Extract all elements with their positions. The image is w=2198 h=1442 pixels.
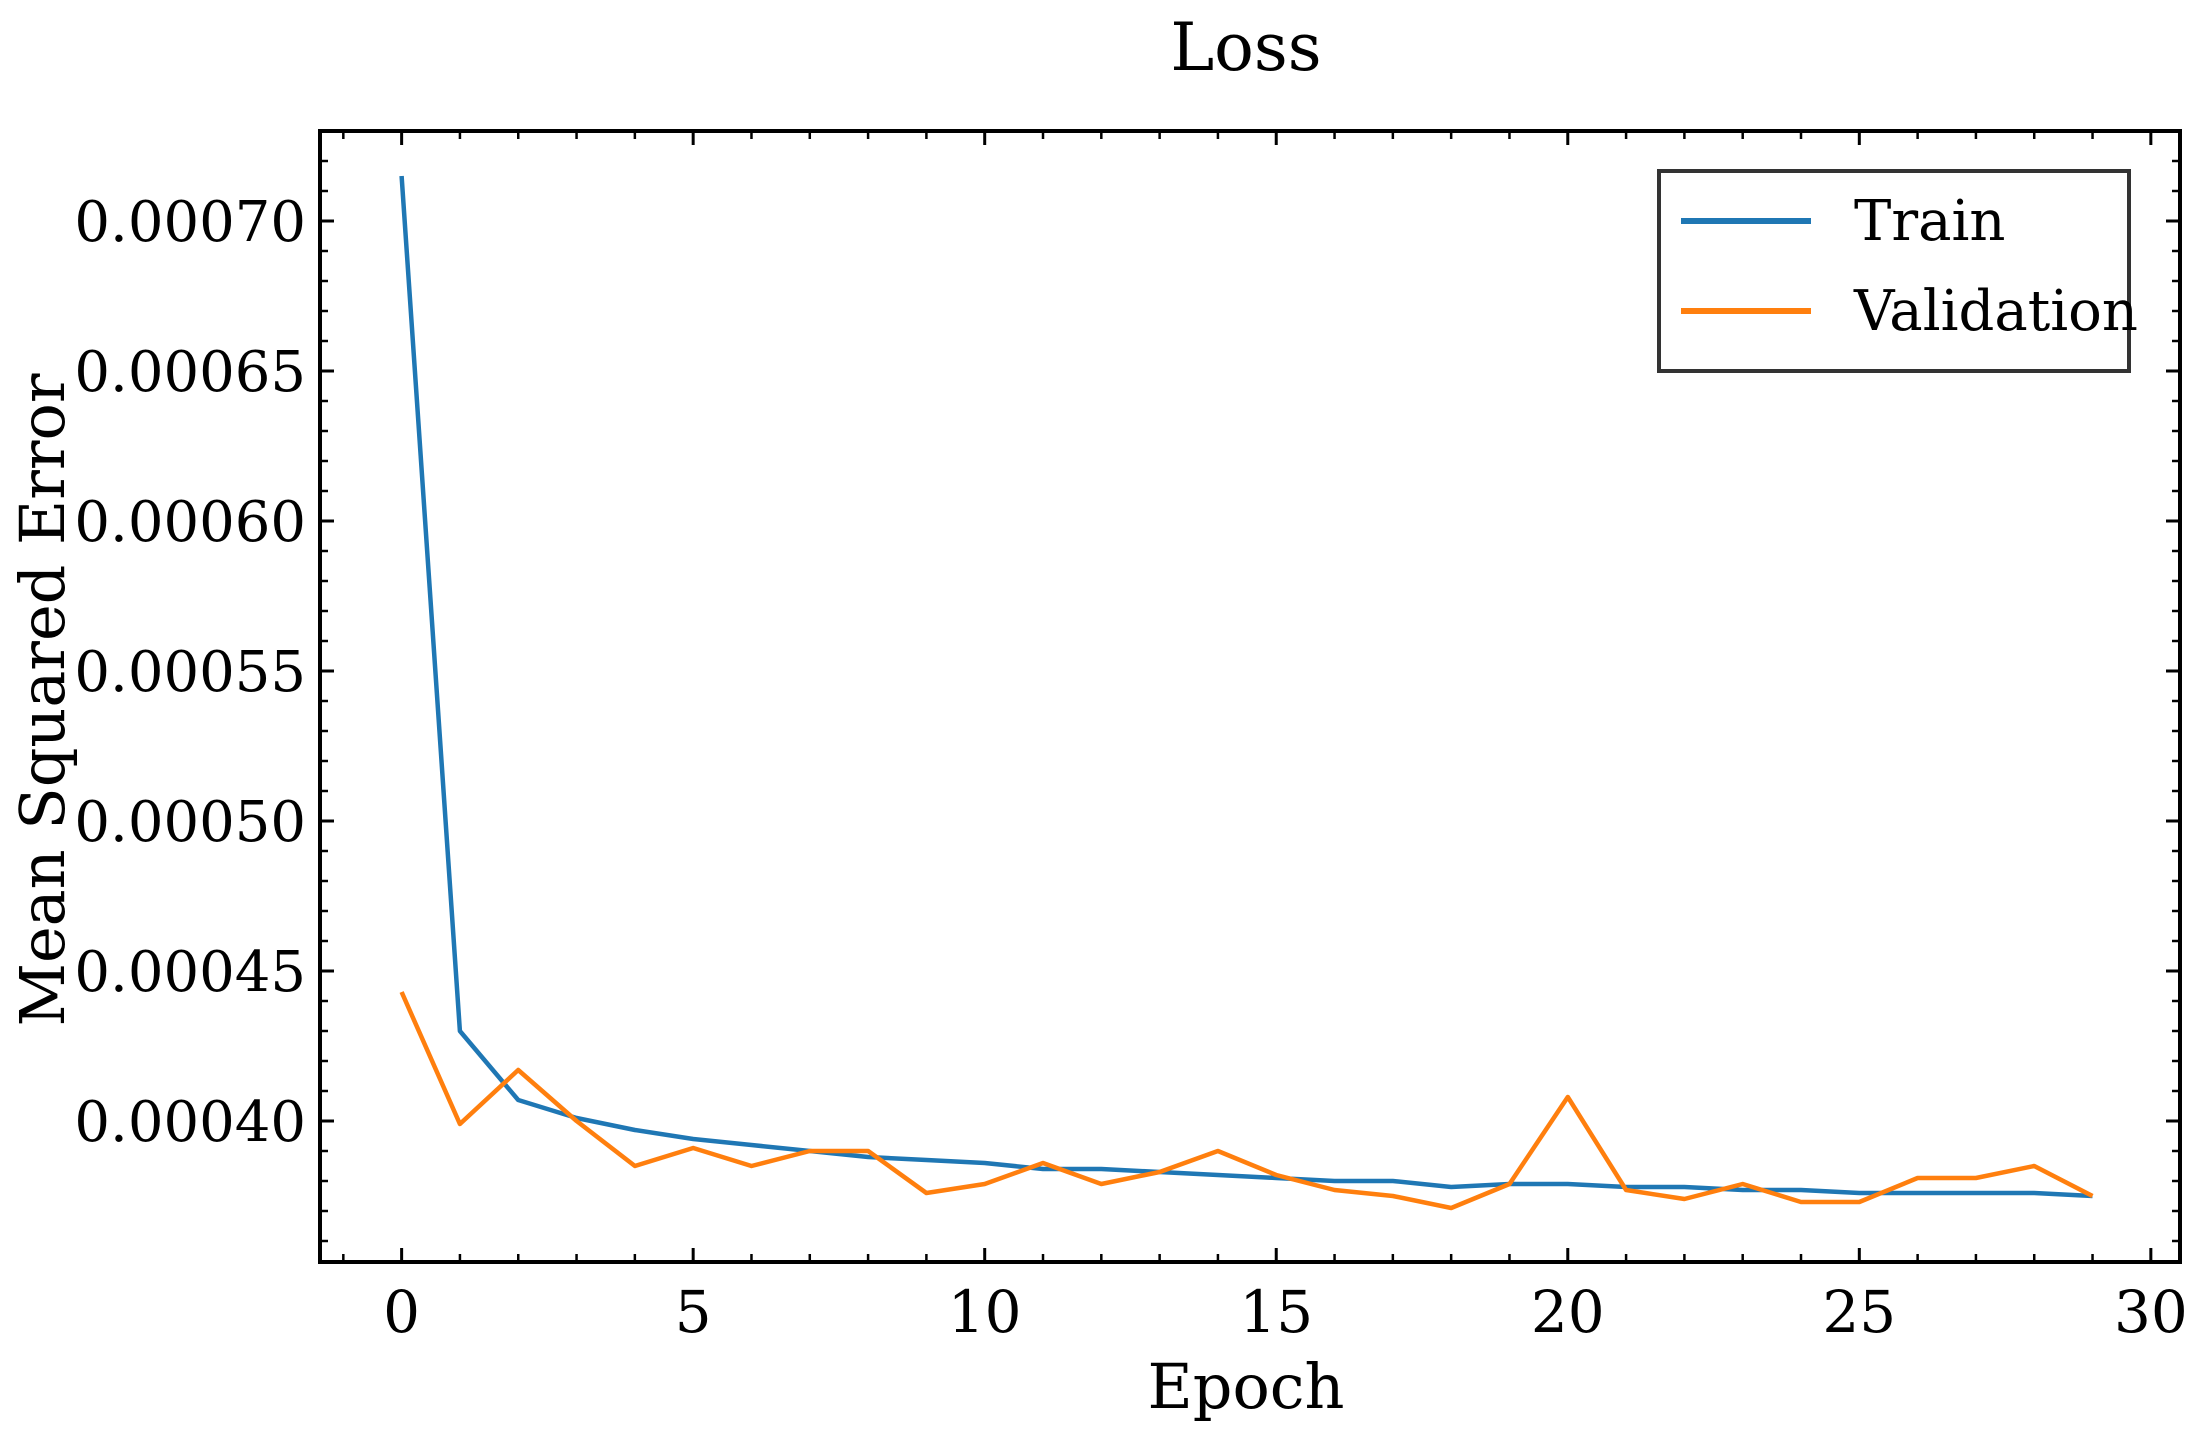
y-tick-label: 0.00060 bbox=[74, 490, 306, 555]
y-tick-label: 0.00055 bbox=[74, 640, 306, 705]
legend: Train Validation bbox=[1657, 169, 2138, 373]
plot-frame bbox=[318, 129, 2182, 1264]
x-tick-label: 5 bbox=[675, 1278, 712, 1346]
x-tick-label: 15 bbox=[1239, 1278, 1313, 1346]
y-tick-label: 0.00065 bbox=[74, 340, 306, 405]
series-layer bbox=[399, 175, 2094, 1211]
y-tick-label: 0.00070 bbox=[74, 190, 306, 255]
y-axis-label: Mean Squared Error bbox=[6, 373, 79, 1026]
legend-box bbox=[1657, 169, 2131, 373]
series-line-train bbox=[399, 175, 2093, 1199]
y-tick-label: 0.00045 bbox=[74, 940, 306, 1005]
chart-title: Loss bbox=[1170, 9, 1321, 86]
legend-label-validation: Validation bbox=[1853, 279, 2138, 344]
x-tick-label: 10 bbox=[948, 1278, 1022, 1346]
y-tick-label: 0.00050 bbox=[74, 790, 306, 855]
x-axis-label: Epoch bbox=[1148, 1350, 1345, 1423]
y-tick-label: 0.00040 bbox=[74, 1090, 306, 1155]
x-tick-label: 30 bbox=[2114, 1278, 2188, 1346]
x-tick-label: 25 bbox=[1822, 1278, 1896, 1346]
x-tick-label: 20 bbox=[1531, 1278, 1605, 1346]
tick-labels: 0 5 10 15 20 25 30 0.00040 0.00045 0.00050 0.00055… bbox=[74, 190, 2187, 1346]
legend-label-train: Train bbox=[1854, 189, 2005, 254]
series-line-validation bbox=[399, 991, 2094, 1211]
x-tick-label: 0 bbox=[383, 1278, 420, 1346]
